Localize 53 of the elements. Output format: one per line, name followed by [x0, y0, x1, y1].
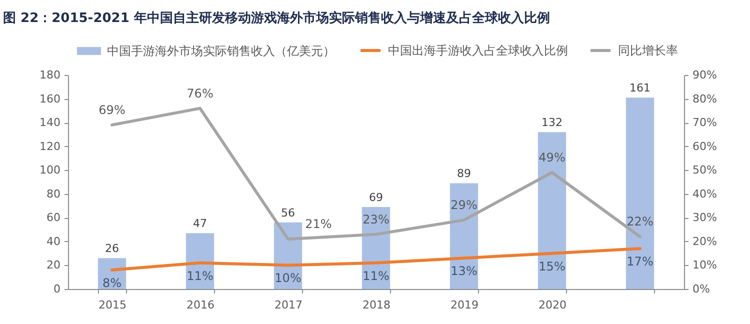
legend-label: 同比增长率	[618, 44, 678, 58]
data-label: 161	[630, 82, 650, 95]
data-label: 8%	[102, 276, 122, 290]
data-label: 56	[281, 206, 295, 220]
data-label: 21%	[305, 217, 332, 232]
y-tick-label: 20	[46, 258, 60, 272]
y2-tick-label: 0%	[692, 282, 710, 296]
data-label: 17%	[626, 254, 654, 269]
data-label: 29%	[450, 198, 478, 212]
y-tick-label: 180	[40, 68, 60, 82]
y2-tick-label: 80%	[692, 92, 717, 106]
data-label: 11%	[362, 268, 390, 283]
x-tick-label: 2018	[362, 298, 390, 312]
data-label: 132	[542, 116, 562, 130]
y-tick-label: 140	[40, 116, 60, 130]
bar	[626, 98, 654, 289]
y-tick-label: 0	[54, 282, 60, 296]
y-tick-label: 160	[40, 92, 60, 106]
legend-label: 中国出海手游收入占全球收入比例	[388, 44, 568, 58]
y2-tick-label: 20%	[692, 234, 717, 248]
data-label: 76%	[186, 86, 214, 100]
x-tick-label: 2015	[98, 298, 126, 312]
y2-tick-label: 50%	[692, 164, 717, 177]
y2-tick-label: 10%	[692, 258, 717, 272]
y2-tick-label: 40%	[692, 187, 717, 200]
x-tick-label: 2019	[450, 298, 478, 312]
y2-tick-label: 60%	[692, 140, 717, 153]
data-label: 15%	[538, 259, 566, 274]
y-tick-label: 120	[40, 140, 60, 153]
data-label: 47	[193, 217, 207, 230]
y-tick-label: 80	[46, 187, 60, 200]
data-label: 10%	[274, 271, 302, 286]
chart-title: 图 22：2015-2021 年中国自主研发移动游戏海外市场实际销售收入与增速及占全球收入比例	[3, 10, 550, 26]
data-label: 89	[457, 167, 471, 180]
x-tick-label: 2020	[538, 298, 566, 312]
data-label: 22%	[626, 214, 654, 229]
bar	[538, 132, 566, 289]
y2-tick-label: 70%	[692, 116, 717, 130]
y-tick-label: 100	[40, 164, 60, 177]
y-tick-label: 40	[46, 234, 60, 248]
x-tick-label: 2017	[274, 298, 302, 312]
data-label: 69%	[98, 102, 126, 117]
data-label: 23%	[362, 212, 390, 226]
data-label: 11%	[186, 268, 214, 283]
y2-tick-label: 30%	[692, 211, 717, 224]
y2-tick-label: 90%	[692, 68, 717, 82]
y-tick-label: 60	[46, 211, 60, 224]
data-label: 13%	[450, 264, 478, 278]
data-label: 69	[369, 190, 383, 204]
data-label: 49%	[538, 150, 566, 164]
x-tick-label: 2016	[186, 298, 214, 312]
legend-label: 中国手游海外市场实际销售收入（亿美元）	[107, 44, 335, 58]
data-label: 26	[105, 242, 119, 256]
